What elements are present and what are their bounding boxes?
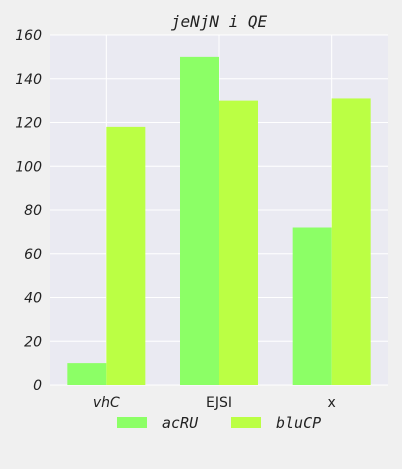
chart-title: jeNjN i QE [171, 12, 268, 31]
y-tick-label: 40 [24, 291, 42, 307]
legend-label-acRU: acRU [162, 414, 199, 432]
y-tick-label: 80 [24, 203, 42, 219]
legend-swatch-acRU [117, 417, 147, 428]
y-axis-ticks: 0 20 40 60 80 100 120 140 160 [15, 28, 42, 394]
bar-bluCP-x [331, 98, 371, 385]
y-tick-label: 60 [24, 247, 42, 263]
y-tick-label: 0 [33, 378, 42, 394]
legend-label-bluCP: bluCP [276, 414, 321, 432]
bar-acRU-EJSI [180, 56, 219, 385]
bar-bluCP-EJSI [219, 100, 258, 385]
bars [67, 56, 371, 385]
bar-acRU-x [292, 227, 332, 385]
legend-swatch-bluCP [231, 417, 261, 428]
legend: acRU bluCP [117, 414, 321, 432]
y-tick-label: 140 [15, 72, 42, 88]
x-tick-label: vhC [93, 395, 120, 411]
x-axis-ticks: vhC EJSI x [93, 395, 336, 411]
y-tick-label: 100 [15, 159, 42, 175]
x-tick-label: EJSI [206, 395, 232, 411]
y-tick-label: 20 [24, 334, 42, 350]
x-tick-label: x [328, 395, 336, 411]
y-tick-label: 160 [15, 28, 42, 44]
y-tick-label: 120 [15, 116, 42, 132]
bar-acRU-vhC [67, 363, 107, 385]
bar-bluCP-vhC [106, 126, 146, 385]
